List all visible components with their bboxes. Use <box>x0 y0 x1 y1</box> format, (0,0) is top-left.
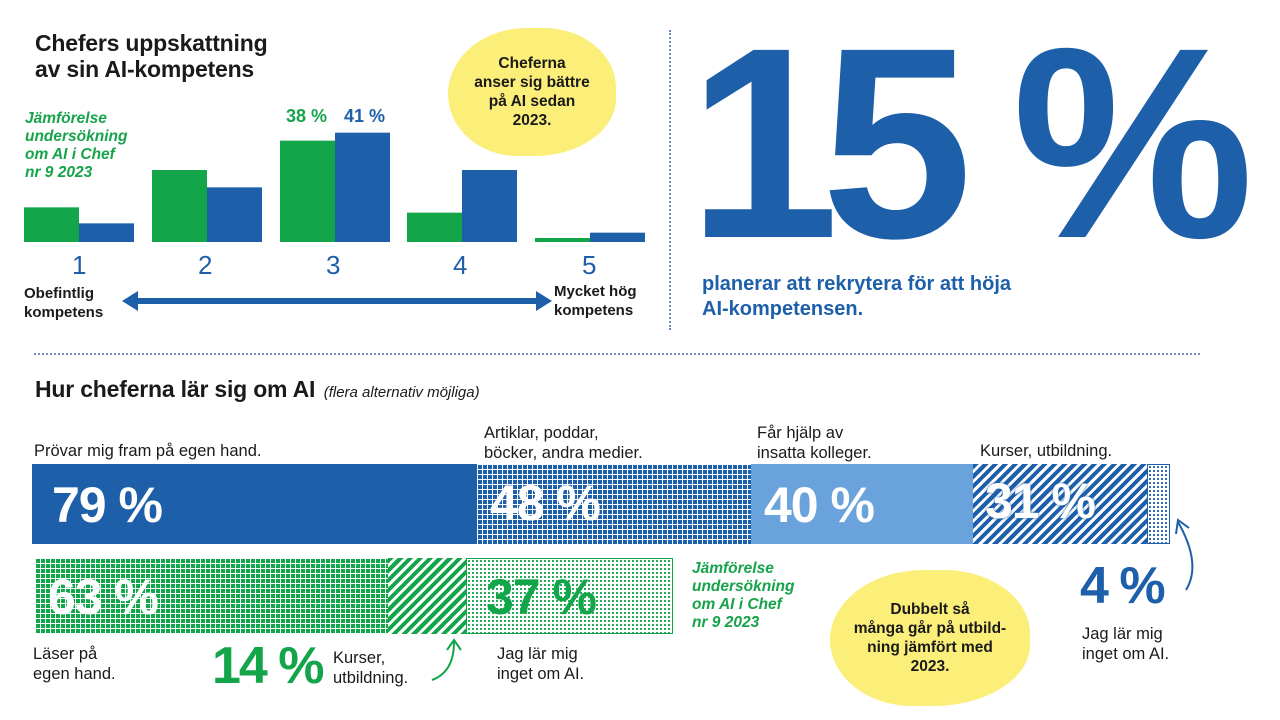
label-kurser-2: Kurser, utbildning. <box>333 648 408 688</box>
big-stat-text-line: AI-kompetensen. <box>702 298 864 320</box>
label-ingenting-line: Jag lär mig <box>497 645 578 663</box>
bar-2024-cat-4 <box>462 170 517 242</box>
band-31 <box>973 464 1147 544</box>
bar-2024-cat-3 <box>335 132 390 242</box>
label-hjalp-line: Får hjälp av <box>757 424 844 442</box>
scale-label-right-line: kompetens <box>554 302 634 319</box>
bubble-line: på AI sedan <box>488 93 576 110</box>
arrow-4-icon <box>1175 518 1194 591</box>
bar-2023-cat-5 <box>535 238 590 242</box>
big-stat-text: planerar att rekrytera för att höja AI-k… <box>702 272 1011 322</box>
label-kurser-2-line: Kurser, <box>333 649 386 667</box>
label-artiklar-line: böcker, andra medier. <box>484 444 643 462</box>
band-48 <box>477 464 751 544</box>
highlight-bubble: Cheferna anser sig bättre på AI sedan 20… <box>448 28 616 156</box>
bubble-line: Cheferna <box>498 55 566 72</box>
bar-2023-cat-2 <box>152 170 207 242</box>
comparison-note-line: nr 9 2023 <box>25 164 93 181</box>
pct-4: 4 % <box>1080 557 1166 615</box>
scale-label-left-line: kompetens <box>24 304 104 321</box>
big-stat-value: 15 % <box>688 0 1254 295</box>
bottom-title-text: Hur cheferna lär sig om AI <box>35 376 316 402</box>
scale-label-right-line: Mycket hög <box>554 283 637 300</box>
chart-title: Chefers uppskattning av sin AI-kompetens <box>35 30 268 82</box>
comparison-note-line: om AI i Chef <box>692 596 782 613</box>
bar-2024-cat-2 <box>207 187 262 242</box>
label-laser-line: egen hand. <box>33 665 116 683</box>
label-hjalp-line: insatta kolleger. <box>757 444 872 462</box>
band-79 <box>32 464 477 544</box>
label-ingenting-2: Jag lär mig inget om AI. <box>1082 624 1169 664</box>
band-40 <box>751 464 973 544</box>
label-laser: Läser på egen hand. <box>33 644 116 684</box>
label-provar: Prövar mig fram på egen hand. <box>34 442 262 460</box>
comparison-note-line: undersökning <box>25 128 128 145</box>
tick-label: 2 <box>198 250 213 280</box>
highlight-bubble-bottom: Dubbelt så många går på utbild- ning jäm… <box>830 570 1030 706</box>
bottom-subtitle: (flera alternativ möjliga) <box>323 384 480 401</box>
label-ingenting-line: inget om AI. <box>497 665 585 683</box>
label-artiklar-line: Artiklar, poddar, <box>484 424 599 442</box>
value-label-2023: 38 % <box>286 106 328 126</box>
bar-2024-cat-1 <box>79 223 134 242</box>
comparison-note-line: Jämförelse <box>25 110 107 127</box>
chart-title-line1: Chefers uppskattning <box>35 30 268 56</box>
label-ingenting-2-line: Jag lär mig <box>1082 625 1163 643</box>
scale-label-right: Mycket hög kompetens <box>554 282 637 320</box>
bubble-line: 2023. <box>910 658 950 675</box>
bottom-title: Hur cheferna lär sig om AI (flera altern… <box>35 376 480 402</box>
chart-title-line2: av sin AI-kompetens <box>35 56 255 82</box>
bubble-line: anser sig bättre <box>474 74 590 91</box>
band-37 <box>466 558 673 634</box>
label-laser-line: Läser på <box>33 645 98 663</box>
horizontal-divider <box>34 353 1200 355</box>
pct-40: 40 % <box>764 477 875 533</box>
bubble-line: Dubbelt så <box>890 601 970 618</box>
pct-31: 31 % <box>985 473 1096 529</box>
comparison-note: Jämförelse undersökning om AI i Chef nr … <box>25 110 127 182</box>
bar-2023-cat-3 <box>280 140 335 242</box>
scale-arrow <box>122 291 552 311</box>
bar-2023-cat-1 <box>24 207 79 242</box>
bubble-line: många går på utbild- <box>853 620 1007 637</box>
band-14 <box>388 558 466 634</box>
label-kurser-2-line: utbildning. <box>333 669 409 687</box>
scale-label-left-line: Obefintlig <box>24 285 94 302</box>
pct-37: 37 % <box>486 569 597 625</box>
pct-63: 63 % <box>48 569 159 625</box>
scale-label-left: Obefintlig kompetens <box>24 284 103 322</box>
comparison-note-line: om AI i Chef <box>25 146 115 163</box>
bubble-line: ning jämfört med <box>867 639 993 656</box>
tick-label: 1 <box>72 250 87 280</box>
comparison-note-line: undersökning <box>692 578 795 595</box>
tick-label: 3 <box>326 250 341 280</box>
comparison-note-line: nr 9 2023 <box>692 614 760 631</box>
arrow-kurser-icon <box>431 638 462 681</box>
label-ingenting: Jag lär mig inget om AI. <box>497 644 584 684</box>
value-label-2024: 41 % <box>344 106 386 126</box>
label-hjalp: Får hjälp av insatta kolleger. <box>757 423 872 463</box>
bar-2024-cat-5 <box>590 232 645 242</box>
bar-2023-cat-4 <box>407 212 462 242</box>
band-63 <box>35 558 388 634</box>
big-stat-text-line: planerar att rekrytera för att höja <box>702 273 1011 295</box>
label-artiklar: Artiklar, poddar, böcker, andra medier. <box>484 423 643 463</box>
band-4 <box>1147 464 1170 544</box>
label-ingenting-2-line: inget om AI. <box>1082 645 1170 663</box>
tick-label: 5 <box>582 250 597 280</box>
pct-48: 48 % <box>490 475 601 531</box>
vertical-divider <box>669 30 671 330</box>
competence-bar-chart <box>24 132 645 242</box>
comparison-note-line: Jämförelse <box>692 560 774 577</box>
bubble-line: 2023. <box>512 112 552 129</box>
tick-label: 4 <box>453 250 468 280</box>
pct-79: 79 % <box>52 477 163 533</box>
pct-14: 14 % <box>212 637 325 695</box>
label-kurser: Kurser, utbildning. <box>980 442 1113 460</box>
comparison-note-bottom: Jämförelse undersökning om AI i Chef nr … <box>692 560 794 632</box>
